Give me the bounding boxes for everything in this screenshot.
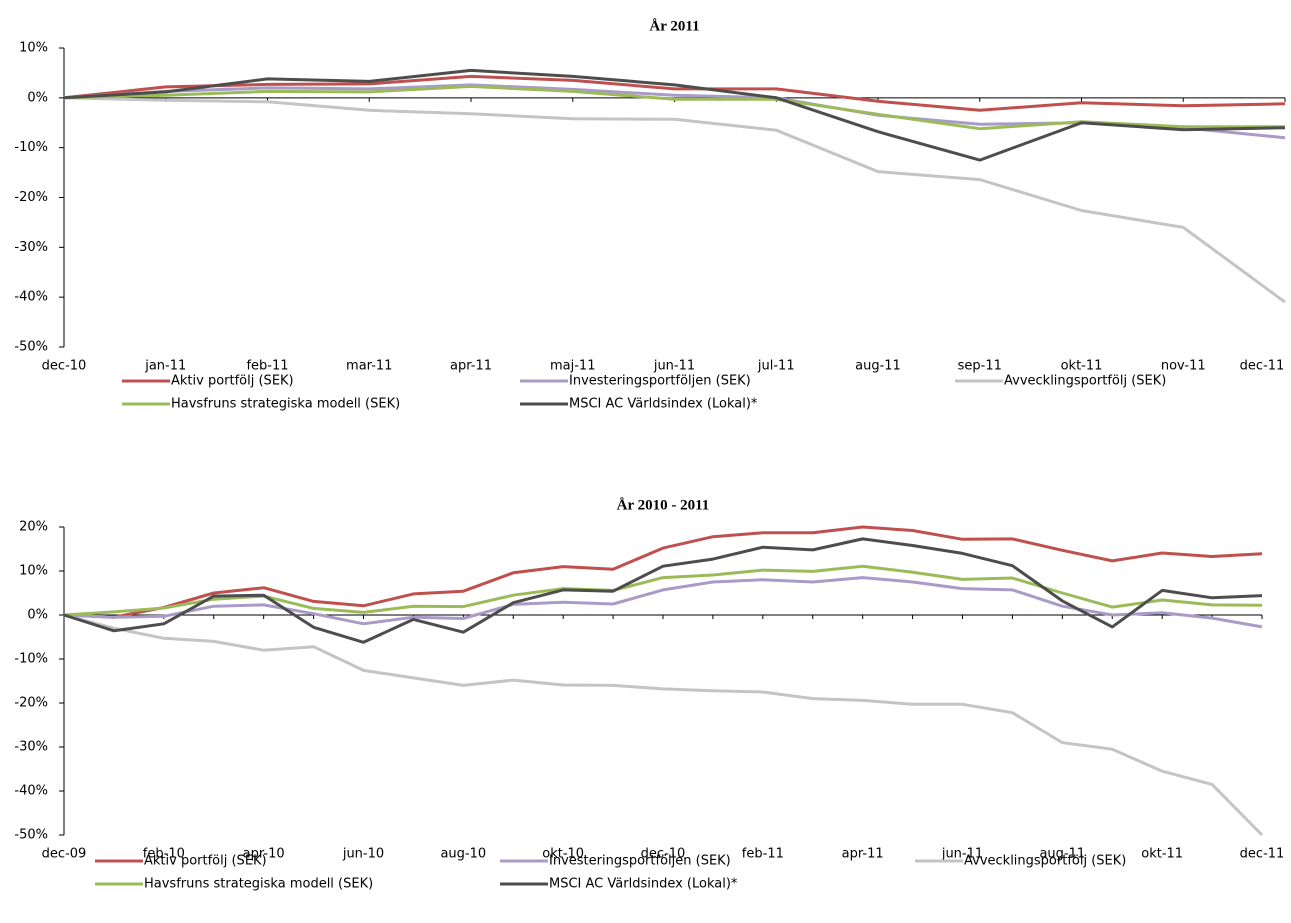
y-tick-label: 20%	[19, 520, 48, 535]
x-tick-label: jul-11	[757, 359, 795, 374]
y-tick-label: -10%	[14, 652, 48, 667]
x-tick-label: feb-10	[143, 847, 185, 862]
x-tick-label: aug-10	[440, 847, 486, 862]
y-tick-label: -50%	[14, 828, 48, 843]
y-tick-label: -40%	[14, 290, 48, 305]
y-tick-label: -40%	[14, 784, 48, 799]
legend-label: Investeringsportföljen (SEK)	[569, 374, 751, 389]
x-tick-label: dec-09	[42, 847, 87, 862]
legend-label: MSCI AC Världsindex (Lokal)*	[549, 877, 738, 892]
x-tick-label: apr-11	[842, 847, 884, 862]
series-line	[63, 576, 1263, 629]
legend-label: Aktiv portfölj (SEK)	[171, 374, 294, 389]
x-tick-label: jan-11	[144, 359, 186, 374]
x-tick-label: jun-11	[653, 359, 695, 374]
x-tick-label: aug-11	[855, 359, 901, 374]
series-line	[63, 84, 1285, 131]
x-tick-label: feb-11	[742, 847, 784, 862]
y-tick-label: 10%	[19, 41, 48, 56]
x-tick-label: aug-11	[1039, 847, 1085, 862]
series-line	[63, 525, 1263, 619]
x-tick-label: dec-10	[641, 847, 686, 862]
x-tick-label: feb-11	[246, 359, 288, 374]
y-tick-label: -20%	[14, 696, 48, 711]
x-tick-label: okt-11	[1141, 847, 1183, 862]
x-tick-label: sep-11	[958, 359, 1002, 374]
x-tick-label: apr-10	[243, 847, 285, 862]
y-tick-label: 10%	[19, 564, 48, 579]
x-tick-label: jun-10	[342, 847, 384, 862]
x-tick-label: okt-11	[1061, 359, 1103, 374]
x-tick-label: dec-11	[1240, 847, 1285, 862]
y-tick-label: -30%	[14, 740, 48, 755]
y-tick-label: -10%	[14, 140, 48, 155]
y-tick-label: 0%	[27, 608, 48, 623]
legend-label: Avvecklingsportfölj (SEK)	[964, 854, 1126, 869]
x-tick-label: nov-11	[1161, 359, 1206, 374]
x-tick-label: okt-10	[542, 847, 584, 862]
legend-label: Havsfruns strategiska modell (SEK)	[171, 397, 400, 412]
legend-label: Investeringsportföljen (SEK)	[549, 854, 731, 869]
series-line	[63, 613, 1264, 837]
series-line	[63, 68, 1286, 162]
chart-title: År 2011	[649, 18, 699, 34]
x-tick-label: jun-11	[941, 847, 983, 862]
legend-label: Avvecklingsportfölj (SEK)	[1004, 374, 1166, 389]
chart-title: År 2010 - 2011	[617, 497, 710, 513]
x-tick-label: mar-11	[346, 359, 392, 374]
y-tick-label: -20%	[14, 190, 48, 205]
legend-label: Havsfruns strategiska modell (SEK)	[144, 877, 373, 892]
y-tick-label: -30%	[14, 240, 48, 255]
legend-label: MSCI AC Världsindex (Lokal)*	[569, 397, 758, 412]
legend-label: Aktiv portfölj (SEK)	[144, 854, 267, 869]
x-tick-label: dec-10	[42, 359, 87, 374]
series-line	[63, 74, 1286, 112]
y-tick-label: 0%	[27, 90, 48, 105]
series-line	[63, 96, 1286, 304]
x-tick-label: maj-11	[550, 359, 595, 374]
x-tick-label: apr-11	[450, 359, 492, 374]
series-line	[63, 537, 1263, 644]
x-tick-label: dec-11	[1240, 359, 1285, 374]
y-tick-label: -50%	[14, 340, 48, 355]
